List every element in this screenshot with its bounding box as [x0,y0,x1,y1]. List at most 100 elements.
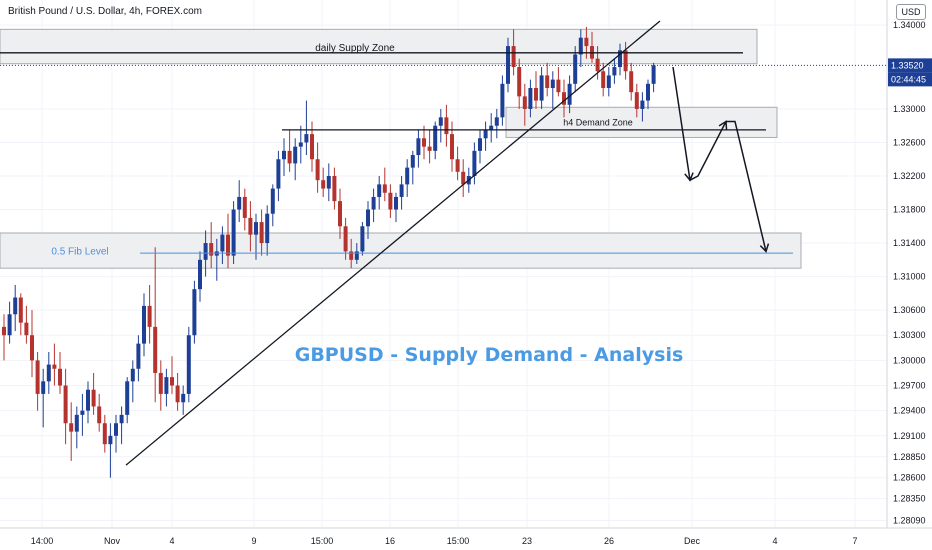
bear-candle [248,217,253,235]
bull-candle [500,83,505,118]
bull-candle [578,37,583,55]
bear-candle [388,192,393,210]
bull-candle [550,79,555,88]
bear-candle [556,79,561,93]
price-axis[interactable]: 1.34000 1.33000 1.32600 1.32200 1.31800 1.314… [886,0,926,528]
bull-candle [371,196,376,210]
bear-candle [209,243,214,256]
bull-candle [405,167,410,185]
arrowhead [759,243,770,253]
bear-candle [545,75,550,88]
bear-candle [97,406,102,424]
bull-candle [472,150,477,176]
bear-candle [321,180,326,189]
bear-candle [153,326,158,373]
time-tick-label: 4 [772,536,777,546]
price-tick-label: 1.29700 [893,381,926,391]
time-tick-label: Dec [684,536,701,546]
bear-candle [147,305,152,327]
bull-candle [640,100,645,109]
candles [2,26,656,478]
currency-button[interactable]: USD [896,4,926,20]
bull-candle [539,75,544,101]
bear-candle [382,184,387,193]
price-tick-label: 1.33000 [893,104,926,114]
time-tick-label: 4 [169,536,174,546]
bear-candle [584,37,589,47]
bull-candle [483,129,488,139]
bear-candle [259,222,264,244]
bear-candle [444,117,449,135]
bear-candle [315,159,320,181]
bear-candle [242,196,247,218]
symbol-header: British Pound / U.S. Dollar, 4h, FOREX.c… [8,6,202,17]
bull-candle [254,222,258,235]
countdown-tag [888,72,932,87]
bear-candle [601,71,606,88]
last-price-label: 1.33520 [891,60,924,70]
bull-candle [489,125,494,130]
arrowhead [684,172,694,182]
bear-candle [2,326,6,336]
time-tick-label: Nov [104,536,121,546]
bear-candle [534,88,538,101]
price-tick-label: 1.32600 [893,137,926,147]
price-tick-label: 1.29100 [893,431,926,441]
bull-candle [567,83,572,105]
time-axis[interactable]: 14:00 Nov 4 9 15:00 16 15:00 23 26 Dec 4 7 [0,527,932,546]
bear-candle [30,335,34,361]
bull-candle [282,150,286,160]
bear-candle [35,360,40,394]
bull-candle [410,155,415,168]
bull-candle [433,125,438,151]
bull-candle [181,393,186,403]
bull-candle [80,410,85,415]
bull-candle [41,381,46,394]
bull-candle [231,209,236,256]
time-tick-label: 15:00 [311,536,334,546]
chart-title: GBPUSD - Supply Demand - Analysis [295,344,684,366]
bear-candle [332,176,337,202]
bear-candle [310,134,314,160]
bear-candle [623,50,628,72]
bear-candle [63,385,68,424]
price-tick-label: 1.31000 [893,272,926,282]
bear-candle [338,201,342,227]
price-tick-label: 1.34000 [893,20,926,30]
bear-candle [427,146,432,151]
time-tick-label: 14:00 [31,536,54,546]
daily-supply-zone-box [0,28,758,65]
price-tick-label: 1.31800 [893,205,926,215]
bear-candle [170,377,174,386]
bear-candle [455,159,460,172]
bear-candle [24,322,29,336]
last-price-tag [888,58,932,73]
bull-candle [136,343,141,369]
bear-candle [102,423,107,445]
price-tick-label: 1.30300 [893,330,926,340]
price-tick-label: 1.32200 [893,171,926,181]
bull-candle [265,213,270,244]
time-tick-label: 15:00 [447,536,470,546]
bull-candle [270,188,275,214]
bull-candle [366,209,370,227]
bull-candle [74,414,79,432]
bear-candle [517,67,522,97]
bear-candle [58,368,62,386]
bull-candle [142,305,146,344]
bull-candle [164,377,169,394]
price-tick-label: 1.29400 [893,406,926,416]
bear-candle [175,385,180,403]
bear-candle [522,96,527,109]
bear-candle [343,226,348,252]
price-tick-label: 1.28600 [893,473,926,483]
bull-candle [416,138,421,156]
bull-candle [438,117,443,126]
bear-candle [69,423,74,432]
bear-candle [18,297,23,323]
price-tick-label: 1.30000 [893,355,926,365]
bear-candle [158,372,163,394]
bull-candle [192,289,197,336]
bear-candle [91,389,96,407]
